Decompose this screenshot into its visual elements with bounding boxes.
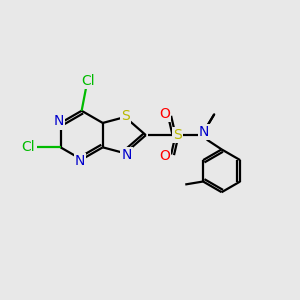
Text: Cl: Cl	[82, 74, 95, 88]
Text: O: O	[159, 149, 170, 163]
Text: N: N	[121, 148, 132, 162]
Text: S: S	[174, 128, 182, 142]
Text: N: N	[54, 115, 64, 128]
Text: Cl: Cl	[22, 140, 35, 154]
Text: S: S	[121, 109, 129, 122]
Text: N: N	[75, 154, 85, 168]
Text: O: O	[159, 107, 170, 121]
Text: N: N	[199, 125, 209, 139]
